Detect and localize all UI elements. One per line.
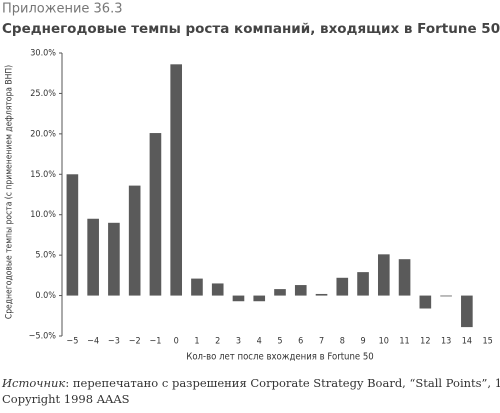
bar (294, 285, 307, 296)
bar (377, 254, 390, 296)
bar (398, 259, 411, 296)
bar (191, 278, 203, 296)
x-tick-label: −2 (129, 337, 141, 347)
y-tick-label: 15.0% (30, 170, 56, 180)
copyright: Copyright 1998 AAAS (2, 392, 130, 406)
bar (315, 293, 328, 296)
source-label: Источник (1, 376, 65, 390)
bar (66, 174, 79, 296)
x-tick-label: 12 (420, 337, 430, 347)
y-tick-label: −5.0% (29, 332, 57, 342)
x-tick-label: −4 (87, 337, 99, 347)
header: Приложение 36.3 (2, 2, 122, 17)
y-tick-label: 20.0% (30, 129, 56, 139)
x-tick-label: 5 (277, 337, 282, 347)
x-tick-label: 7 (319, 337, 324, 347)
y-tick-label: 5.0% (35, 251, 56, 261)
source: Источник: перепечатано с разрешения Corp… (1, 376, 500, 390)
x-tick-label: 15 (482, 337, 492, 347)
bar (211, 283, 224, 296)
bar (253, 295, 266, 302)
x-tick-label: 14 (462, 337, 472, 347)
y-tick-label: 25.0% (30, 89, 56, 99)
y-axis-label: Среднегодовые темпы роста (с применением… (5, 65, 15, 319)
x-tick-label: 10 (379, 337, 389, 347)
bar (87, 218, 99, 296)
x-tick-label: −3 (108, 337, 120, 347)
bar (419, 295, 432, 309)
x-tick-label: 9 (360, 337, 365, 347)
x-tick-label: 8 (340, 337, 345, 347)
bar (128, 185, 141, 296)
bar (108, 222, 120, 296)
bar (336, 277, 349, 296)
y-tick-label: 0.0% (35, 291, 56, 301)
bar (274, 289, 286, 296)
x-tick-label: 2 (215, 337, 220, 347)
bar (440, 295, 452, 297)
x-tick-label: 11 (399, 337, 409, 347)
bar (232, 295, 245, 302)
x-tick-label: −5 (66, 337, 78, 347)
x-axis-label: Кол-во лет после вхождения в Fortune 50 (186, 352, 373, 363)
chart-title: Среднегодовые темпы роста компаний, вход… (2, 21, 500, 37)
bar (170, 64, 183, 296)
y-tick-label: 30.0% (30, 49, 56, 59)
bar (357, 272, 369, 296)
bar (149, 133, 162, 296)
x-tick-label: 4 (257, 337, 262, 347)
x-tick-label: 1 (194, 337, 199, 347)
x-tick-label: 6 (298, 337, 303, 347)
x-tick-label: 3 (236, 337, 241, 347)
y-tick-label: 10.0% (30, 210, 56, 220)
bar (461, 295, 473, 328)
x-tick-label: −1 (149, 337, 161, 347)
x-tick-label: 0 (174, 337, 179, 347)
source-text: : перепечатано с разрешения Corporate St… (65, 376, 500, 390)
x-tick-label: 13 (441, 337, 451, 347)
